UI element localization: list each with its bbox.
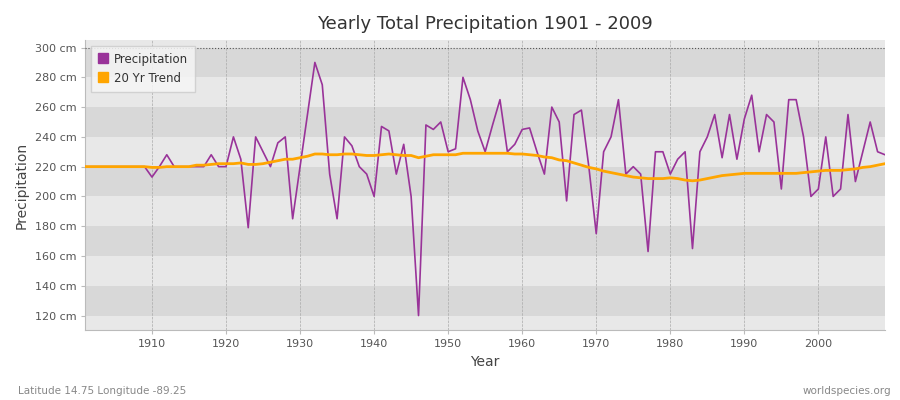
Bar bbox=[86, 196, 885, 226]
Bar bbox=[86, 226, 885, 256]
Title: Yearly Total Precipitation 1901 - 2009: Yearly Total Precipitation 1901 - 2009 bbox=[318, 15, 653, 33]
Bar bbox=[86, 107, 885, 137]
Bar bbox=[86, 137, 885, 167]
Bar bbox=[86, 77, 885, 107]
X-axis label: Year: Year bbox=[471, 355, 500, 369]
Bar bbox=[86, 286, 885, 316]
Y-axis label: Precipitation: Precipitation bbox=[15, 142, 29, 229]
Bar bbox=[86, 48, 885, 77]
Legend: Precipitation, 20 Yr Trend: Precipitation, 20 Yr Trend bbox=[91, 46, 195, 92]
Bar bbox=[86, 256, 885, 286]
Text: Latitude 14.75 Longitude -89.25: Latitude 14.75 Longitude -89.25 bbox=[18, 386, 186, 396]
Text: worldspecies.org: worldspecies.org bbox=[803, 386, 891, 396]
Bar bbox=[86, 167, 885, 196]
